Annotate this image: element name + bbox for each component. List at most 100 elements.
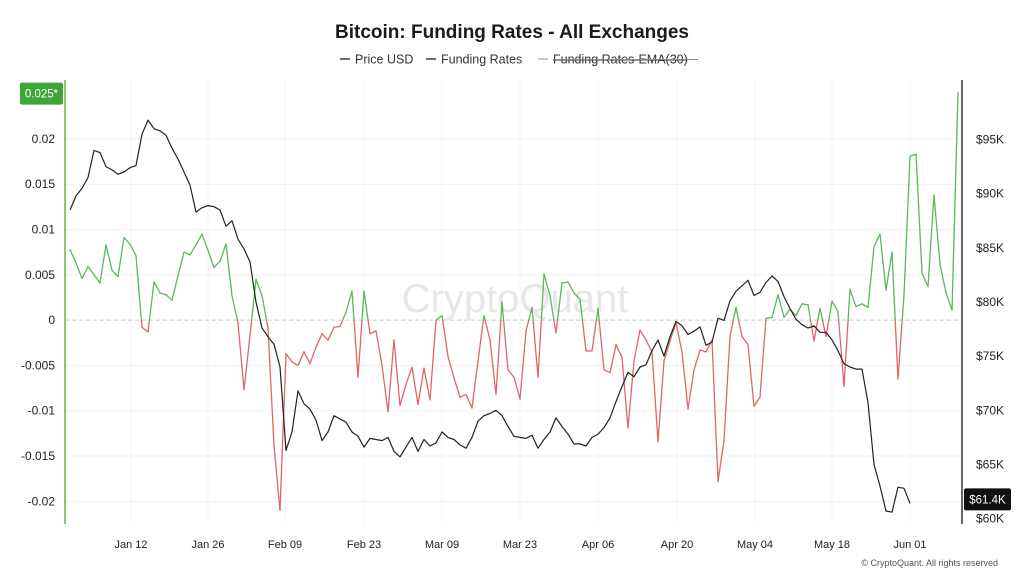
y-left-tick-label: 0.02 bbox=[32, 132, 56, 146]
funding-rate-segment bbox=[507, 369, 515, 378]
funding-rate-segment bbox=[165, 294, 173, 301]
funding-rate-segment bbox=[279, 352, 287, 512]
funding-rate-segment bbox=[561, 281, 569, 284]
y-right-tick-label: $70K bbox=[976, 403, 1004, 417]
funding-rate-segment bbox=[897, 319, 903, 380]
funding-rate-segment bbox=[93, 274, 101, 284]
funding-rate-segment bbox=[753, 396, 761, 407]
y-left-tick-label: -0.005 bbox=[21, 358, 55, 372]
funding-rate-segment bbox=[556, 282, 563, 321]
legend[interactable]: Price USD Funding Rates Funding Rates-EMA(… bbox=[340, 53, 698, 67]
legend-item[interactable]: Funding Rates bbox=[426, 53, 522, 67]
funding-rate-segment bbox=[369, 330, 377, 335]
funding-rate-segment bbox=[159, 292, 167, 296]
funding-rate-segment bbox=[921, 272, 929, 288]
funding-rate-segment bbox=[951, 92, 959, 311]
legend-item[interactable]: Funding Rates-EMA(30) bbox=[538, 53, 698, 67]
funding-rate-segment bbox=[465, 393, 473, 409]
funding-rate-segment bbox=[549, 295, 555, 321]
funding-rate-segment bbox=[828, 300, 833, 321]
funding-rate-segment bbox=[901, 294, 905, 321]
funding-rate-segment bbox=[729, 319, 735, 338]
funding-rate-segment bbox=[939, 263, 947, 294]
funding-rate-segment bbox=[861, 303, 869, 309]
funding-rate-segment bbox=[933, 194, 941, 265]
funding-rate-segment bbox=[699, 349, 707, 353]
funding-rate-segment bbox=[693, 349, 701, 371]
funding-rate-segment bbox=[894, 319, 899, 380]
funding-rate-segment bbox=[831, 300, 839, 313]
funding-rate-segment bbox=[639, 329, 647, 341]
y-left-tick-label: 0.015 bbox=[25, 177, 55, 191]
watermark: CryptoQuant bbox=[402, 277, 629, 321]
funding-rate-segment bbox=[519, 330, 527, 400]
funding-rate-segment bbox=[441, 314, 444, 321]
funding-rate-segment bbox=[681, 351, 689, 410]
funding-rate-segment bbox=[771, 294, 779, 319]
y-right-tick-label: $85K bbox=[976, 241, 1004, 255]
funding-rate-segment bbox=[249, 319, 253, 337]
funding-rate-segment bbox=[759, 319, 767, 398]
right-badge-label: $61.4K bbox=[969, 494, 1006, 506]
funding-rate-segment bbox=[387, 339, 395, 413]
funding-rate-segment bbox=[375, 330, 383, 367]
x-tick-label: Mar 23 bbox=[503, 539, 537, 551]
funding-rate-segment bbox=[265, 319, 269, 329]
funding-rate-segment bbox=[855, 303, 863, 308]
y-left-tick-label: -0.01 bbox=[28, 404, 56, 418]
funding-rate-segment bbox=[405, 366, 413, 386]
funding-rate-segment bbox=[393, 339, 401, 406]
funding-rate-segment bbox=[75, 262, 83, 280]
funding-rate-segment bbox=[201, 233, 209, 252]
right-badge-bg bbox=[964, 488, 1011, 511]
funding-rate-segment bbox=[532, 319, 539, 378]
funding-rate-segment bbox=[531, 306, 534, 321]
legend-item[interactable]: Price USD bbox=[340, 53, 413, 67]
funding-rate-segment bbox=[123, 237, 131, 245]
left-value-badge: 0.025* bbox=[20, 82, 63, 105]
y-right-tick-label: $60K bbox=[976, 512, 1004, 526]
funding-rate-segment bbox=[615, 343, 623, 358]
funding-rate-segment bbox=[484, 319, 491, 341]
axes bbox=[64, 80, 963, 524]
funding-rate-segment bbox=[732, 306, 737, 321]
funding-rate-segment bbox=[189, 244, 197, 256]
funding-rate-segment bbox=[567, 281, 575, 294]
funding-rate-segment bbox=[243, 334, 251, 391]
funding-rate-segment bbox=[777, 294, 785, 319]
funding-rate-segment bbox=[111, 269, 119, 278]
funding-rate-segment bbox=[783, 308, 791, 319]
funding-rate-segment bbox=[735, 306, 740, 321]
funding-rate-segment bbox=[231, 295, 239, 321]
funding-rate-segment bbox=[555, 319, 559, 334]
funding-rate-segment bbox=[105, 244, 113, 271]
y-left-tick-label: 0.005 bbox=[25, 268, 55, 282]
funding-rate-segment bbox=[153, 281, 161, 294]
funding-rate-segment bbox=[591, 319, 597, 352]
funding-rate-segment bbox=[429, 319, 437, 401]
funding-rate-segment bbox=[353, 319, 359, 378]
funding-rate-segment bbox=[453, 377, 461, 398]
y-right-tick-label: $65K bbox=[976, 457, 1004, 471]
funding-rate-segment bbox=[795, 303, 803, 317]
funding-rate-segment bbox=[148, 281, 155, 321]
funding-rate-segment bbox=[765, 316, 773, 319]
funding-rate-segment bbox=[573, 292, 581, 300]
funding-rate-segment bbox=[633, 329, 641, 362]
funding-rate-segment bbox=[838, 319, 845, 387]
tick-labels: 0.02 0.015 0.01 0.005 0 -0.005 -0.01 -0.015 -0.0… bbox=[21, 132, 1004, 551]
funding-rate-segment bbox=[87, 266, 95, 276]
funding-rate-segment bbox=[879, 233, 887, 291]
y-left-tick-label: 0 bbox=[48, 313, 55, 327]
funding-rate-segment bbox=[237, 322, 245, 391]
funding-rate-segment bbox=[675, 322, 683, 353]
funding-rate-segment bbox=[69, 248, 77, 264]
legend-label: Price USD bbox=[355, 53, 413, 67]
plot-area bbox=[69, 92, 959, 513]
funding-rate-segment bbox=[333, 325, 341, 329]
y-right-tick-label: $80K bbox=[976, 295, 1004, 309]
y-right-tick-label: $90K bbox=[976, 187, 1004, 201]
x-tick-label: Apr 06 bbox=[582, 539, 614, 551]
funding-rate-segment bbox=[737, 319, 743, 338]
funding-rate-segment bbox=[399, 383, 407, 406]
